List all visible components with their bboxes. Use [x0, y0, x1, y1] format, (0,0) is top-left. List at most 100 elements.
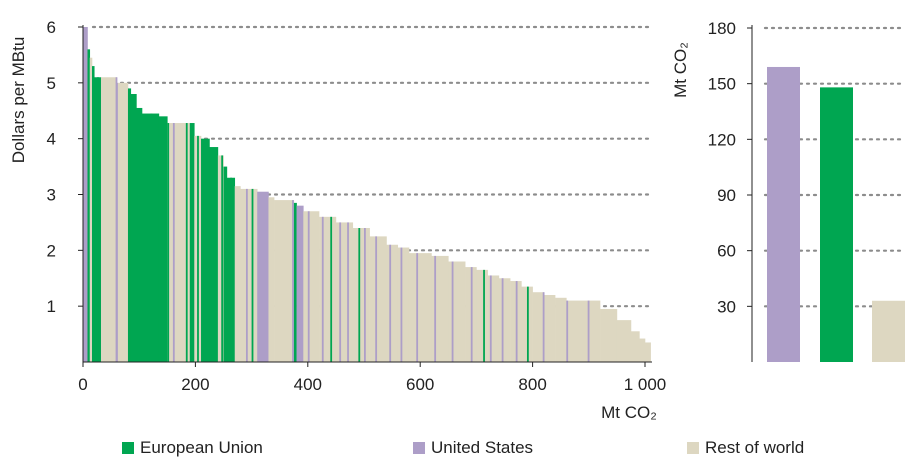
supply-bar — [240, 188, 258, 362]
legend-item-row: Rest of world — [687, 438, 804, 458]
supply-stripe — [526, 286, 529, 362]
supply-bar — [386, 244, 399, 362]
supply-stripe — [364, 228, 366, 362]
supply-bar — [566, 300, 601, 362]
supply-stripe — [347, 222, 349, 362]
supply-stripe — [451, 261, 454, 362]
supply-bar — [209, 147, 219, 362]
supply-bar — [532, 292, 545, 362]
left-x-tick-label: 600 — [406, 375, 434, 394]
left-x-tick-label: 400 — [294, 375, 322, 394]
summary-bar — [872, 300, 905, 362]
supply-stripe — [197, 135, 199, 362]
left-y-axis-title: Dollars per MBtu — [9, 37, 28, 164]
supply-stripe — [185, 123, 188, 363]
supply-stripe — [97, 77, 99, 362]
supply-bar — [645, 342, 651, 362]
supply-stripe — [416, 253, 419, 362]
supply-bar — [130, 94, 137, 362]
left-y-tick-label: 2 — [47, 241, 56, 260]
supply-bar — [91, 66, 95, 362]
right-y-axis-title: Mt CO₂ — [671, 42, 690, 98]
supply-bar — [89, 57, 93, 362]
supply-bar — [136, 107, 143, 362]
chart-canvas: 1 2 3 4 5 60 200 400 600 800 1 000 Dollars per MBtu… — [9, 18, 905, 422]
supply-bar — [600, 308, 618, 362]
supply-bar — [274, 200, 295, 362]
supply-bar — [369, 236, 387, 362]
right-y-tick-label: 60 — [717, 242, 736, 261]
supply-stripe — [375, 236, 378, 362]
left-chart-axes: 1 2 3 4 5 6 0 200 400 600 800 1 000 Dollars per MBtu… — [9, 18, 666, 422]
supply-bar — [431, 255, 449, 362]
right-y-tick-label: 150 — [708, 75, 736, 94]
supply-stripe — [150, 113, 153, 363]
supply-bar — [158, 116, 168, 362]
supply-bar — [87, 49, 91, 362]
left-x-tick-label: 1 000 — [624, 375, 667, 394]
supply-bar — [639, 338, 646, 362]
supply-stripe — [330, 216, 333, 362]
supply-stripe — [587, 300, 590, 362]
supply-bar — [487, 275, 500, 362]
supply-bar — [630, 331, 640, 362]
right-chart-bars — [767, 66, 905, 362]
left-y-tick-label: 3 — [47, 186, 56, 205]
right-y-tick-label: 90 — [717, 186, 736, 205]
supply-bar — [303, 211, 320, 362]
supply-bar — [498, 278, 511, 362]
summary-bar — [820, 87, 853, 362]
supply-bar — [117, 82, 129, 362]
supply-stripe — [230, 177, 233, 362]
left-x-tick-label: 800 — [518, 375, 546, 394]
supply-bar — [293, 202, 297, 362]
summary-bar — [767, 66, 800, 362]
supply-stripe — [483, 269, 485, 362]
supply-stripe — [358, 228, 361, 362]
left-chart-bars — [83, 27, 651, 363]
supply-bar — [127, 88, 132, 363]
supply-bar — [476, 269, 488, 362]
supply-bar — [616, 320, 632, 362]
right-chart-axes: 30 60 90 120 150 180 Mt CO₂ — [671, 19, 753, 362]
legend-swatch-row — [687, 442, 699, 454]
supply-bar — [100, 77, 118, 362]
supply-bar — [448, 261, 466, 362]
legend-label-us: United States — [431, 438, 534, 457]
supply-bar — [116, 82, 119, 362]
supply-stripe — [115, 77, 118, 362]
supply-bar — [408, 253, 432, 362]
supply-bar — [201, 138, 210, 362]
left-y-tick-label: 5 — [47, 74, 56, 93]
legend-label-eu: European Union — [140, 438, 263, 457]
supply-bar — [335, 222, 354, 362]
left-x-tick-label: 200 — [181, 375, 209, 394]
supply-bar — [296, 205, 304, 362]
right-y-tick-label: 120 — [708, 130, 736, 149]
supply-stripe — [167, 123, 170, 363]
supply-stripe — [434, 255, 437, 362]
supply-bar — [543, 295, 556, 362]
supply-stripe — [321, 216, 324, 362]
legend: European Union United States Rest of wor… — [0, 438, 909, 462]
supply-stripe — [172, 123, 175, 363]
supply-stripe — [470, 267, 473, 362]
supply-bar — [83, 27, 88, 362]
supply-stripe — [389, 244, 392, 362]
left-y-tick-label: 1 — [47, 297, 56, 316]
legend-label-row: Rest of world — [705, 438, 805, 457]
legend-item-us: United States — [413, 438, 533, 458]
supply-bar — [397, 247, 410, 362]
supply-stripe — [542, 292, 545, 362]
supply-stripe — [566, 300, 569, 362]
supply-stripe — [515, 281, 518, 362]
right-y-tick-label: 30 — [717, 297, 736, 316]
legend-swatch-us — [413, 442, 425, 454]
supply-stripe — [245, 188, 248, 362]
right-y-tick-label: 180 — [708, 19, 736, 38]
supply-stripe — [221, 155, 224, 362]
left-y-tick-label: 4 — [47, 130, 56, 149]
supply-bar — [234, 186, 241, 362]
supply-bar — [217, 155, 224, 362]
supply-bar — [257, 191, 269, 362]
